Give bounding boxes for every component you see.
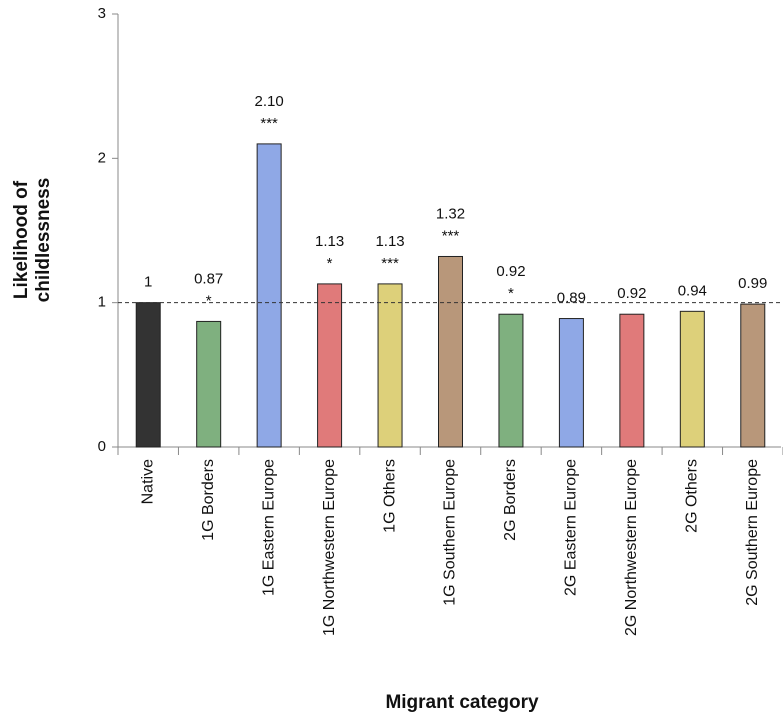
- value-label: 2.10: [255, 93, 284, 110]
- x-tick-label: 2G Others: [684, 459, 701, 533]
- x-tick-label: 1G Eastern Europe: [260, 459, 277, 596]
- significance-label: *: [508, 285, 514, 302]
- x-tick-label: 2G Northwestern Europe: [623, 459, 640, 636]
- x-tick-label: 1G Borders: [200, 459, 217, 541]
- y-tick-label: 2: [98, 149, 106, 166]
- y-axis-title: Likelihood of childlessness: [11, 178, 54, 303]
- x-tick-label: 1G Southern Europe: [442, 459, 459, 606]
- significance-label: *: [206, 292, 212, 309]
- bar: [196, 320, 222, 448]
- y-tick-label: 0: [98, 438, 106, 455]
- y-tick-label: 3: [98, 5, 106, 22]
- bar: [740, 303, 766, 448]
- bar: [438, 255, 463, 448]
- bar: [135, 302, 161, 448]
- significance-label: ***: [260, 115, 278, 132]
- x-tick-label: 1G Others: [381, 459, 398, 533]
- bar: [256, 143, 282, 448]
- y-axis-title-line: Likelihood of: [11, 180, 32, 299]
- value-label: 0.92: [496, 263, 525, 280]
- value-label: 0.87: [194, 270, 223, 287]
- x-tick-label: 2G Southern Europe: [744, 459, 761, 606]
- y-tick-label: 1: [98, 294, 106, 311]
- bar: [679, 310, 705, 448]
- value-label: 0.99: [738, 275, 767, 292]
- x-tick-label: Native: [139, 459, 156, 504]
- bar: [317, 283, 343, 448]
- value-label: 0.89: [557, 290, 586, 307]
- value-label: 1.32: [436, 205, 465, 222]
- significance-label: *: [327, 255, 333, 272]
- significance-label: ***: [442, 227, 460, 244]
- x-tick-label: 2G Borders: [502, 459, 519, 541]
- value-label: 1.13: [315, 233, 344, 250]
- bar: [619, 313, 645, 448]
- value-label: 0.94: [678, 282, 707, 299]
- value-label: 0.92: [617, 285, 646, 302]
- y-axis-title-line: childlessness: [33, 178, 54, 303]
- bar: [498, 313, 524, 448]
- significance-label: ***: [381, 255, 399, 272]
- value-label: 1: [144, 274, 152, 291]
- bar: [558, 318, 584, 448]
- x-axis-title: Migrant category: [385, 692, 539, 713]
- x-tick-label: 1G Northwestern Europe: [321, 459, 338, 636]
- x-tick-label: 2G Eastern Europe: [563, 459, 580, 596]
- bar: [377, 283, 403, 448]
- value-label: 1.13: [375, 233, 404, 250]
